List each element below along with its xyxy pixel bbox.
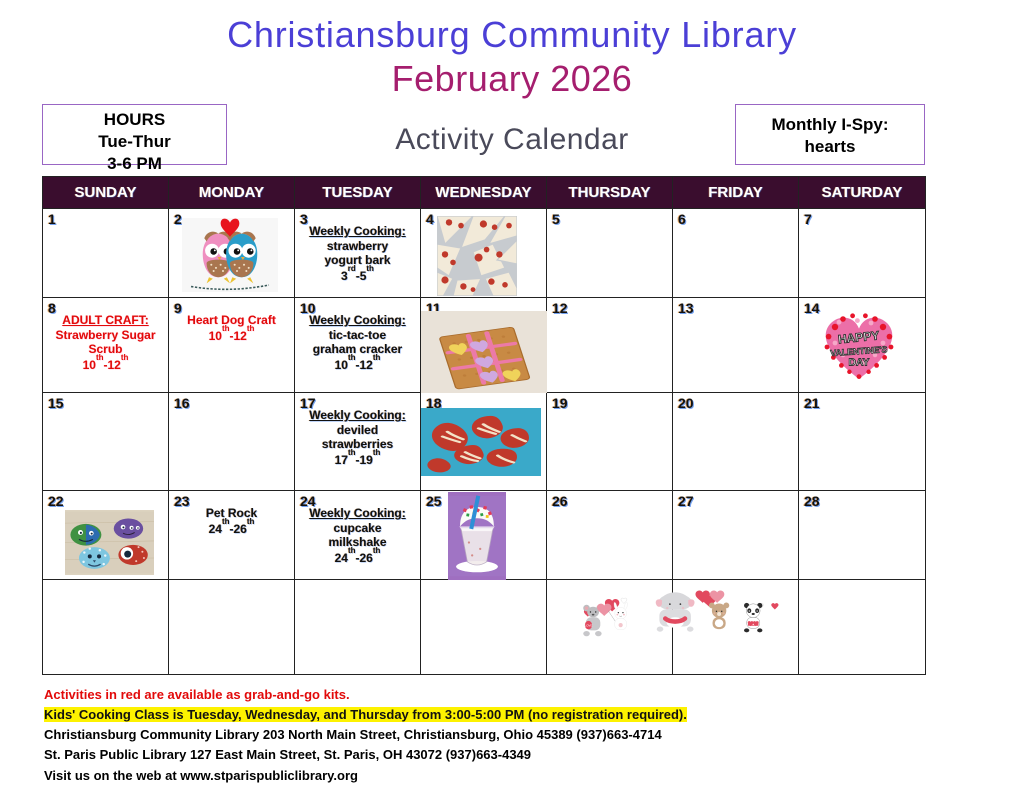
svg-text:LOVE: LOVE bbox=[585, 623, 593, 627]
svg-text:DAY: DAY bbox=[849, 357, 870, 368]
